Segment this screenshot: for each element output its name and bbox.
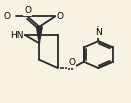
Text: O: O	[56, 12, 63, 21]
Text: O: O	[24, 6, 31, 15]
Text: O: O	[69, 58, 76, 67]
Polygon shape	[36, 27, 42, 43]
Text: HN: HN	[10, 30, 24, 40]
Text: N: N	[95, 28, 102, 37]
Text: O: O	[4, 12, 10, 21]
